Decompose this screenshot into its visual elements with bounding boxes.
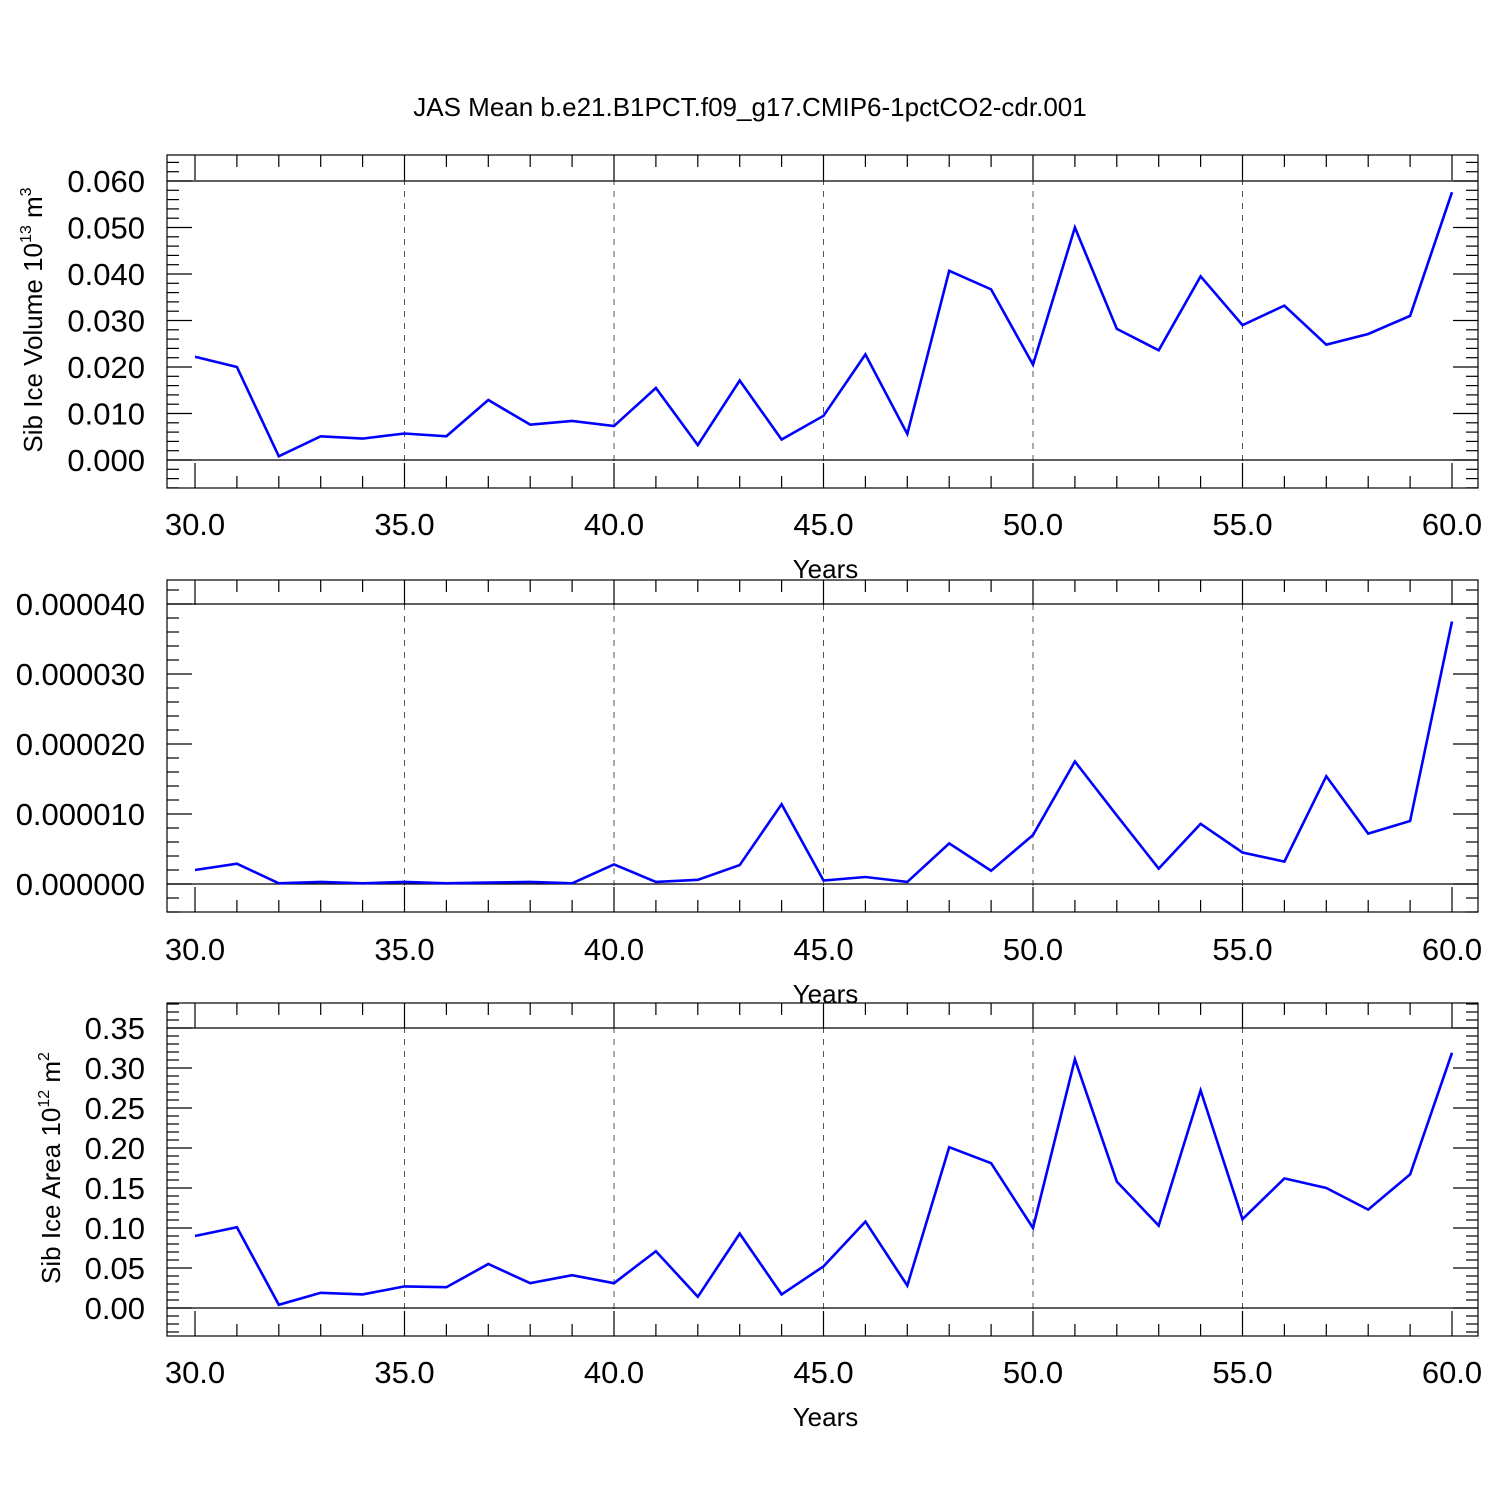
y-axis-title-text: Sib Ice Volume 10 xyxy=(18,243,48,453)
x-tick-label: 60.0 xyxy=(1422,507,1482,542)
y-tick-label: 0.15 xyxy=(85,1171,145,1206)
y-tick-label: 0.010 xyxy=(67,397,145,432)
x-axis-title: Years xyxy=(793,979,859,1009)
y-tick-label: 0.020 xyxy=(67,350,145,385)
y-tick-label: 0.00 xyxy=(85,1291,145,1326)
series-line xyxy=(194,1052,1454,1307)
x-tick-label: 45.0 xyxy=(793,507,853,542)
figure-title: JAS Mean b.e21.B1PCT.f09_g17.CMIP6-1pctC… xyxy=(413,92,1086,122)
x-axis-title: Years xyxy=(793,1402,859,1432)
y-axis-title: Sib Ice Area 1012 m2 xyxy=(36,1052,66,1284)
x-tick-label: 35.0 xyxy=(374,1355,434,1390)
x-tick-label: 55.0 xyxy=(1212,507,1272,542)
x-tick-label: 55.0 xyxy=(1212,1355,1272,1390)
chart-panel-3: 0.00 0.05 0.10 0.15 0.20 0.25 0.30 0.35 30.0 35.0… xyxy=(36,1002,1482,1432)
chart-panel-1: 0.000 0.010 0.020 0.030 0.040 0.050 0.060 30.0 3… xyxy=(18,154,1482,584)
y-tick-label: 0.000020 xyxy=(16,727,145,762)
x-tick-label: 30.0 xyxy=(165,507,225,542)
x-tick-label: 40.0 xyxy=(584,1355,644,1390)
x-tick-label: 40.0 xyxy=(584,507,644,542)
y-tick-label: 0.060 xyxy=(67,164,145,199)
y-tick-label: 0.05 xyxy=(85,1251,145,1286)
x-tick-label: 50.0 xyxy=(1003,932,1063,967)
y-axis-title: Sib Ice Volume 1013 m3 xyxy=(18,187,48,452)
chart-panel-2: 0.000000 0.000010 0.000020 0.000030 0.000040… xyxy=(16,579,1482,1009)
y-tick-label: 0.050 xyxy=(67,211,145,246)
y-tick-label: 0.000 xyxy=(67,443,145,478)
series-line xyxy=(194,191,1454,459)
x-axis-title: Years xyxy=(793,554,859,584)
y-axis-title-superscript: 2 xyxy=(36,1052,53,1061)
y-axis-title-text: m xyxy=(36,1061,66,1090)
y-tick-label: 0.35 xyxy=(85,1011,145,1046)
x-tick-label: 60.0 xyxy=(1422,1355,1482,1390)
plot-frame xyxy=(166,154,1479,489)
x-tick-label: 30.0 xyxy=(165,932,225,967)
plot-frame xyxy=(166,1002,1479,1337)
y-tick-label: 0.10 xyxy=(85,1211,145,1246)
chart-panels: 0.000 0.010 0.020 0.030 0.040 0.050 0.060 30.0 3… xyxy=(16,154,1482,1432)
x-tick-label: 35.0 xyxy=(374,932,434,967)
y-axis-title-superscript: 12 xyxy=(36,1090,53,1108)
x-tick-label: 30.0 xyxy=(165,1355,225,1390)
x-tick-label: 45.0 xyxy=(793,932,853,967)
x-tick-label: 50.0 xyxy=(1003,1355,1063,1390)
y-tick-label: 0.000000 xyxy=(16,867,145,902)
series-line xyxy=(194,621,1454,885)
x-tick-label: 55.0 xyxy=(1212,932,1272,967)
x-tick-label: 35.0 xyxy=(374,507,434,542)
y-axis-title-superscript: 13 xyxy=(18,225,35,243)
y-axis-title-superscript: 3 xyxy=(18,187,35,196)
y-tick-label: 0.000030 xyxy=(16,657,145,692)
y-tick-label: 0.000040 xyxy=(16,587,145,622)
x-tick-label: 40.0 xyxy=(584,932,644,967)
y-tick-label: 0.000010 xyxy=(16,797,145,832)
x-tick-label: 60.0 xyxy=(1422,932,1482,967)
plot-frame xyxy=(166,579,1479,913)
x-tick-label: 45.0 xyxy=(793,1355,853,1390)
y-axis-title-text: Sib Ice Area 10 xyxy=(36,1108,66,1284)
y-axis-title-text: m xyxy=(18,196,48,225)
x-tick-label: 50.0 xyxy=(1003,507,1063,542)
y-tick-label: 0.25 xyxy=(85,1091,145,1126)
y-tick-label: 0.040 xyxy=(67,257,145,292)
y-tick-label: 0.030 xyxy=(67,304,145,339)
y-tick-label: 0.30 xyxy=(85,1051,145,1086)
y-tick-label: 0.20 xyxy=(85,1131,145,1166)
